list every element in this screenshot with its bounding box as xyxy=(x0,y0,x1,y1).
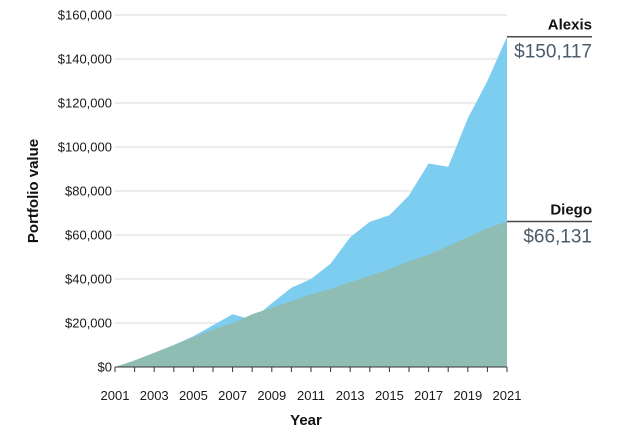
series-value-label: $150,117 xyxy=(514,42,592,63)
x-tick-label: 2007 xyxy=(218,388,247,403)
x-axis-title: Year xyxy=(290,412,322,429)
x-tick-label: 2003 xyxy=(140,388,169,403)
x-tick-label: 2009 xyxy=(257,388,286,403)
x-tick-label: 2013 xyxy=(336,388,365,403)
y-tick-label: $140,000 xyxy=(58,52,112,67)
y-tick-label: $0 xyxy=(98,360,112,375)
x-tick-label: 2015 xyxy=(375,388,404,403)
x-tick-label: 2021 xyxy=(493,388,522,403)
y-tick-label: $80,000 xyxy=(65,184,112,199)
area-diego xyxy=(115,221,507,367)
series-name-label: Alexis xyxy=(548,17,592,34)
axes: $0 $20,000 $40,000 $60,000 $80,000 $100,000 $1… xyxy=(58,8,522,404)
y-tick-label: $100,000 xyxy=(58,140,112,155)
y-tick-label: $120,000 xyxy=(58,96,112,111)
x-tick-label: 2011 xyxy=(297,388,325,403)
y-tick-label: $40,000 xyxy=(65,272,112,287)
x-tick-label: 2005 xyxy=(179,388,208,403)
x-tick-label: 2017 xyxy=(414,388,443,403)
gridlines xyxy=(115,14,507,324)
series-areas xyxy=(115,36,507,368)
y-axis-title: Portfolio value xyxy=(25,139,42,243)
y-tick-label: $160,000 xyxy=(58,8,112,23)
x-tick-label: 2019 xyxy=(453,388,482,403)
x-tick-label: 2001 xyxy=(101,388,130,403)
y-tick-label: $60,000 xyxy=(65,228,112,243)
series-value-label: $66,131 xyxy=(523,227,592,248)
series-name-label: Diego xyxy=(550,202,592,219)
y-tick-label: $20,000 xyxy=(65,316,112,331)
series-end-labels: Alexis $150,117 Diego $66,131 xyxy=(507,17,592,248)
